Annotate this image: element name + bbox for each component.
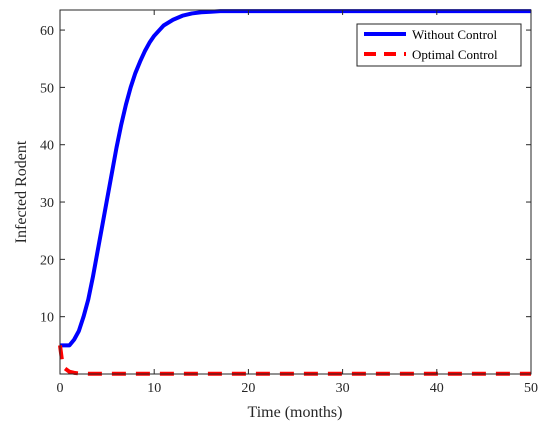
series-line-without-control bbox=[60, 9, 531, 348]
x-axis-title: Time (months) bbox=[248, 404, 343, 421]
y-tick-label: 50 bbox=[40, 81, 54, 96]
x-tick-label: 20 bbox=[241, 381, 255, 396]
y-tick-label: 20 bbox=[40, 253, 54, 268]
x-tick-label: 40 bbox=[430, 381, 444, 396]
y-tick-label: 40 bbox=[40, 139, 54, 154]
legend-label-optimal-control: Optimal Control bbox=[412, 47, 498, 62]
y-tick-label: 60 bbox=[40, 24, 54, 39]
x-tick-label: 0 bbox=[57, 381, 64, 396]
x-tick-label: 30 bbox=[336, 381, 350, 396]
ticks-layer: 0 10 20 30 40 50 10 20 30 40 50 60 bbox=[40, 10, 538, 396]
legend: Without Control Optimal Control bbox=[356, 23, 522, 67]
x-tick-label: 50 bbox=[524, 381, 538, 396]
x-tick-label: 10 bbox=[147, 381, 161, 396]
y-tick-label: 30 bbox=[40, 196, 54, 211]
plot-frame bbox=[59, 9, 532, 375]
legend-box bbox=[356, 23, 522, 67]
y-axis-title: Infected Rodent bbox=[13, 140, 30, 243]
legend-label-without-control: Without Control bbox=[412, 27, 497, 42]
y-tick-label: 10 bbox=[40, 311, 54, 326]
